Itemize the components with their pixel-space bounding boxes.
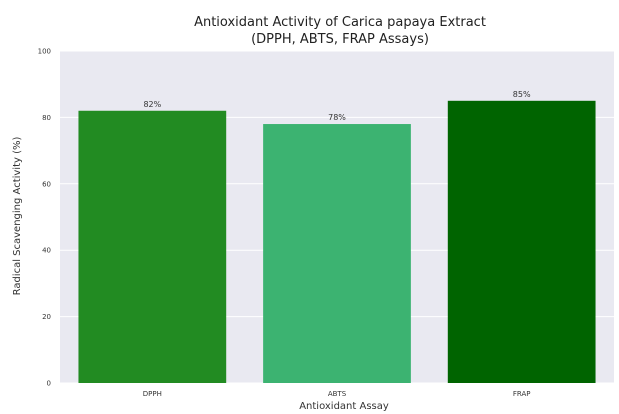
y-tick-label: 40 xyxy=(42,247,51,255)
chart-title-line-1: Antioxidant Activity of Carica papaya Ex… xyxy=(194,15,486,30)
x-axis-ticks: DPPH ABTS FRAP xyxy=(143,390,531,398)
value-label: 85% xyxy=(513,90,531,99)
bar-frap xyxy=(447,100,596,384)
y-tick-label: 100 xyxy=(38,48,51,56)
value-label: 78% xyxy=(328,113,346,122)
y-tick-label: 60 xyxy=(42,180,51,188)
y-tick-label: 20 xyxy=(42,313,51,321)
x-axis-label: Antioxidant Assay xyxy=(299,401,389,412)
y-tick-label: 0 xyxy=(47,380,51,388)
value-labels: 82% 78% 85% xyxy=(143,90,531,122)
x-tick-label: FRAP xyxy=(513,390,531,398)
value-label: 82% xyxy=(143,100,161,109)
y-tick-label: 80 xyxy=(42,114,51,122)
bar-abts xyxy=(263,124,411,383)
bar-dpph xyxy=(78,110,227,383)
y-axis-ticks: 0 20 40 60 80 100 xyxy=(38,48,51,388)
bars xyxy=(78,100,596,384)
x-tick-label: DPPH xyxy=(143,390,162,398)
chart-title-line-2: (DPPH, ABTS, FRAP Assays) xyxy=(251,32,429,47)
y-axis-label: Radical Scavenging Activity (%) xyxy=(12,136,23,295)
x-tick-label: ABTS xyxy=(328,390,347,398)
